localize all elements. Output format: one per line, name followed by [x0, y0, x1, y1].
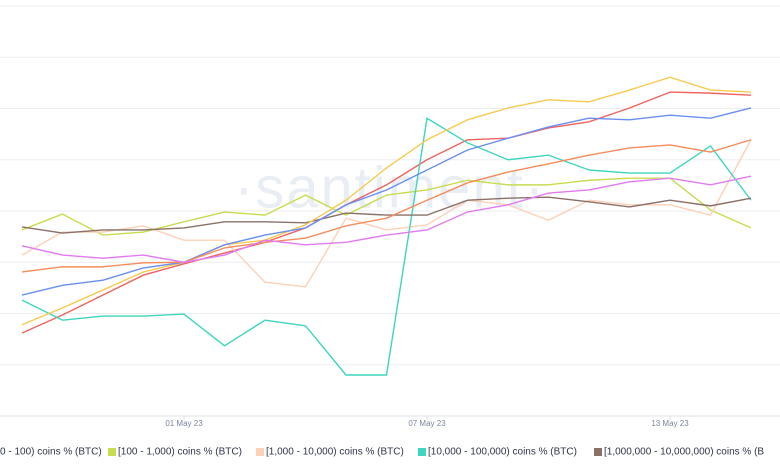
legend-label: [1,000,000 - 10,000,000) coins % (B [604, 447, 764, 458]
series-line [21, 177, 752, 236]
legend-swatch [418, 448, 426, 456]
series-line [21, 107, 752, 296]
series-line [21, 76, 752, 326]
x-tick-label: 07 May 23 [408, 419, 446, 428]
legend-swatch [108, 448, 116, 456]
legend-label: [1,000 - 10,000) coins % (BTC) [266, 447, 404, 458]
series-line [21, 91, 752, 334]
series-line [21, 139, 752, 288]
legend-swatch [594, 448, 602, 456]
x-tick-label: 13 May 23 [651, 419, 689, 428]
legend-label: [10,000 - 100,000) coins % (BTC) [428, 447, 577, 458]
legend-swatch [256, 448, 264, 456]
series-line [21, 175, 752, 263]
legend-label: 0 - 100) coins % (BTC) [0, 447, 102, 458]
legend-label: [100 - 1,000) coins % (BTC) [118, 447, 242, 458]
x-tick-label: 01 May 23 [165, 419, 203, 428]
series-line [21, 139, 752, 273]
series-line [21, 117, 752, 376]
series-line [21, 196, 752, 234]
